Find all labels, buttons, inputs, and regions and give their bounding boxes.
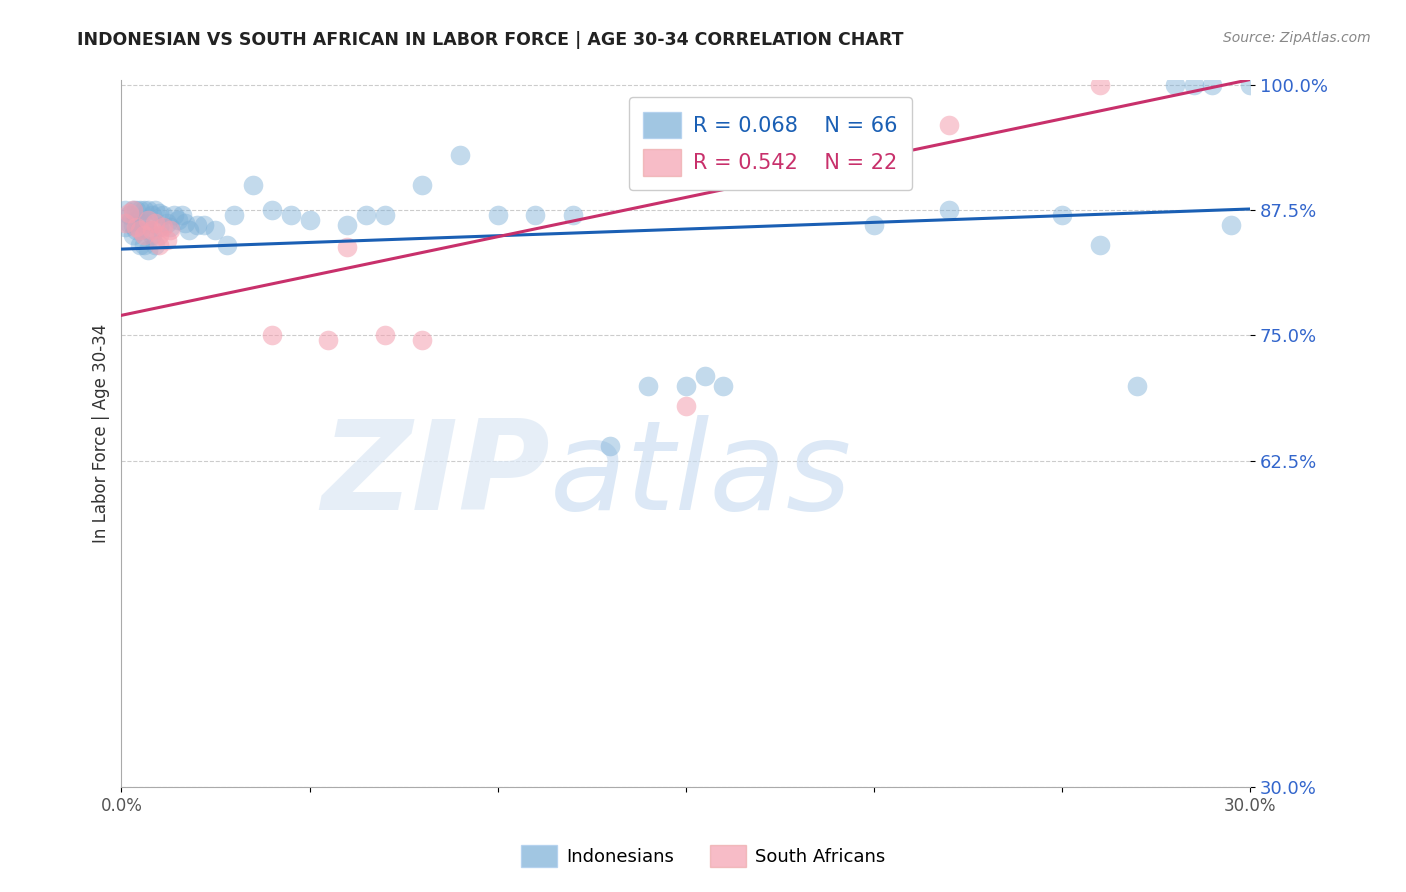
Point bbox=[374, 208, 396, 222]
Point bbox=[298, 213, 321, 227]
Point bbox=[159, 223, 181, 237]
Point bbox=[114, 202, 136, 217]
Point bbox=[141, 228, 163, 243]
Point bbox=[132, 228, 155, 243]
Point bbox=[118, 216, 141, 230]
Point bbox=[143, 238, 166, 252]
Point bbox=[336, 218, 359, 232]
Point bbox=[125, 213, 148, 227]
Point bbox=[354, 208, 377, 222]
Point bbox=[132, 216, 155, 230]
Point bbox=[204, 223, 226, 237]
Point bbox=[449, 148, 471, 162]
Point bbox=[136, 202, 159, 217]
Point bbox=[1126, 378, 1149, 392]
Point bbox=[121, 218, 143, 232]
Point bbox=[637, 378, 659, 392]
Point bbox=[129, 223, 152, 237]
Point bbox=[136, 213, 159, 227]
Point bbox=[148, 238, 170, 252]
Point bbox=[224, 208, 246, 222]
Point bbox=[118, 206, 141, 220]
Point bbox=[132, 238, 155, 252]
Point bbox=[318, 334, 340, 348]
Point bbox=[152, 220, 174, 235]
Point bbox=[1239, 78, 1261, 92]
Point bbox=[132, 202, 155, 217]
Point bbox=[114, 216, 136, 230]
Point bbox=[129, 238, 152, 252]
Point bbox=[1050, 208, 1073, 222]
Point bbox=[136, 223, 159, 237]
Point bbox=[155, 216, 177, 230]
Point bbox=[675, 378, 697, 392]
Point bbox=[141, 208, 163, 222]
Point bbox=[1088, 238, 1111, 252]
Point bbox=[242, 178, 264, 192]
Point bbox=[336, 240, 359, 254]
Legend: R = 0.068    N = 66, R = 0.542    N = 22: R = 0.068 N = 66, R = 0.542 N = 22 bbox=[628, 97, 912, 190]
Point bbox=[125, 223, 148, 237]
Point bbox=[152, 208, 174, 222]
Text: INDONESIAN VS SOUTH AFRICAN IN LABOR FORCE | AGE 30-34 CORRELATION CHART: INDONESIAN VS SOUTH AFRICAN IN LABOR FOR… bbox=[77, 31, 904, 49]
Point bbox=[159, 220, 181, 235]
Point bbox=[693, 368, 716, 383]
Point bbox=[170, 208, 193, 222]
Point bbox=[486, 208, 509, 222]
Point bbox=[121, 202, 143, 217]
Y-axis label: In Labor Force | Age 30-34: In Labor Force | Age 30-34 bbox=[93, 324, 110, 543]
Point bbox=[148, 220, 170, 235]
Point bbox=[1201, 78, 1223, 92]
Point bbox=[561, 208, 583, 222]
Point bbox=[1220, 218, 1243, 232]
Point bbox=[118, 208, 141, 222]
Point bbox=[374, 328, 396, 343]
Text: ZIP: ZIP bbox=[322, 415, 550, 536]
Point bbox=[136, 243, 159, 257]
Point bbox=[148, 206, 170, 220]
Point bbox=[125, 202, 148, 217]
Point bbox=[174, 216, 197, 230]
Point bbox=[862, 218, 884, 232]
Point bbox=[711, 378, 734, 392]
Point bbox=[148, 228, 170, 243]
Point bbox=[129, 202, 152, 217]
Text: Source: ZipAtlas.com: Source: ZipAtlas.com bbox=[1223, 31, 1371, 45]
Point bbox=[411, 178, 433, 192]
Point bbox=[186, 218, 208, 232]
Point bbox=[1164, 78, 1187, 92]
Point bbox=[155, 233, 177, 247]
Point bbox=[163, 208, 186, 222]
Point bbox=[167, 213, 190, 227]
Point bbox=[125, 220, 148, 235]
Point bbox=[938, 118, 960, 132]
Legend: Indonesians, South Africans: Indonesians, South Africans bbox=[513, 838, 893, 874]
Point bbox=[143, 202, 166, 217]
Point bbox=[524, 208, 547, 222]
Point bbox=[143, 216, 166, 230]
Point bbox=[129, 223, 152, 237]
Point bbox=[938, 202, 960, 217]
Point bbox=[1088, 78, 1111, 92]
Point bbox=[599, 439, 621, 453]
Point bbox=[411, 334, 433, 348]
Point bbox=[193, 218, 215, 232]
Point bbox=[1182, 78, 1205, 92]
Point bbox=[215, 238, 238, 252]
Point bbox=[260, 202, 283, 217]
Point bbox=[179, 223, 201, 237]
Point bbox=[114, 220, 136, 235]
Point bbox=[121, 202, 143, 217]
Point bbox=[675, 399, 697, 413]
Point bbox=[129, 216, 152, 230]
Text: atlas: atlas bbox=[550, 415, 852, 536]
Point bbox=[260, 328, 283, 343]
Point bbox=[280, 208, 302, 222]
Point bbox=[141, 223, 163, 237]
Point bbox=[121, 228, 143, 243]
